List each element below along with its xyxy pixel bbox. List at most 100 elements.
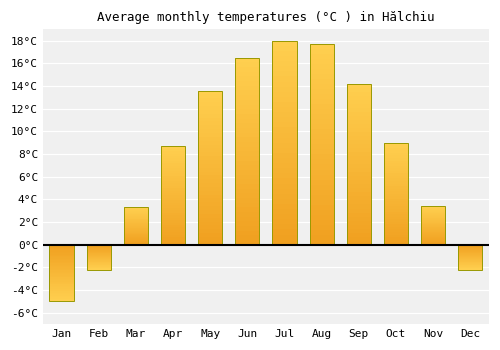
Bar — [198, 137, 222, 141]
Bar — [458, 246, 482, 247]
Bar — [161, 146, 185, 149]
Bar — [50, 256, 74, 258]
Bar — [86, 258, 111, 259]
Bar — [50, 297, 74, 299]
Bar — [421, 213, 445, 214]
Bar — [161, 208, 185, 210]
Bar — [384, 158, 408, 161]
Bar — [384, 155, 408, 158]
Bar — [50, 283, 74, 284]
Bar — [198, 129, 222, 133]
Bar — [458, 245, 482, 270]
Bar — [272, 153, 296, 158]
Bar — [86, 249, 111, 250]
Bar — [86, 261, 111, 262]
Bar — [272, 122, 296, 127]
Bar — [198, 125, 222, 129]
Bar — [384, 204, 408, 206]
Bar — [272, 204, 296, 209]
Bar — [384, 237, 408, 240]
Bar — [236, 72, 260, 76]
Bar — [198, 121, 222, 125]
Bar — [198, 225, 222, 229]
Bar — [198, 168, 222, 172]
Bar — [124, 216, 148, 217]
Bar — [347, 229, 371, 233]
Bar — [310, 180, 334, 184]
Bar — [384, 206, 408, 209]
Bar — [50, 276, 74, 277]
Bar — [124, 232, 148, 233]
Bar — [347, 201, 371, 204]
Bar — [161, 200, 185, 203]
Bar — [421, 216, 445, 217]
Bar — [310, 104, 334, 109]
Bar — [50, 289, 74, 290]
Bar — [310, 225, 334, 230]
Bar — [50, 274, 74, 276]
Bar — [347, 116, 371, 120]
Bar — [86, 252, 111, 253]
Bar — [161, 161, 185, 163]
Bar — [124, 240, 148, 241]
Bar — [50, 279, 74, 280]
Bar — [236, 212, 260, 217]
Bar — [236, 221, 260, 226]
Bar — [161, 215, 185, 218]
Bar — [236, 109, 260, 114]
Bar — [86, 256, 111, 257]
Bar — [310, 235, 334, 240]
Bar — [272, 46, 296, 51]
Bar — [384, 153, 408, 155]
Bar — [161, 173, 185, 176]
Bar — [124, 215, 148, 216]
Bar — [272, 158, 296, 163]
Bar — [347, 88, 371, 92]
Bar — [124, 242, 148, 243]
Bar — [272, 148, 296, 153]
Bar — [236, 81, 260, 86]
Bar — [421, 208, 445, 209]
Bar — [272, 209, 296, 214]
Bar — [124, 220, 148, 221]
Bar — [161, 223, 185, 225]
Bar — [310, 59, 334, 64]
Bar — [161, 242, 185, 245]
Bar — [458, 258, 482, 259]
Bar — [458, 257, 482, 258]
Bar — [272, 189, 296, 194]
Bar — [272, 168, 296, 173]
Bar — [458, 249, 482, 250]
Bar — [161, 203, 185, 205]
Bar — [421, 220, 445, 222]
Bar — [310, 94, 334, 99]
Bar — [384, 227, 408, 229]
Bar — [310, 145, 334, 149]
Bar — [458, 265, 482, 266]
Bar — [161, 228, 185, 230]
Bar — [236, 91, 260, 95]
Bar — [347, 225, 371, 229]
Bar — [384, 163, 408, 166]
Bar — [421, 229, 445, 230]
Bar — [272, 127, 296, 133]
Bar — [161, 166, 185, 168]
Bar — [458, 260, 482, 261]
Bar — [86, 267, 111, 268]
Bar — [236, 114, 260, 119]
Bar — [50, 272, 74, 273]
Bar — [161, 156, 185, 159]
Bar — [310, 99, 334, 104]
Bar — [384, 186, 408, 189]
Bar — [124, 213, 148, 214]
Bar — [236, 119, 260, 123]
Bar — [161, 218, 185, 220]
Bar — [124, 217, 148, 218]
Bar — [50, 292, 74, 293]
Bar — [161, 193, 185, 195]
Bar — [384, 176, 408, 178]
Bar — [50, 284, 74, 286]
Bar — [347, 172, 371, 176]
Bar — [198, 156, 222, 160]
Bar — [347, 144, 371, 148]
